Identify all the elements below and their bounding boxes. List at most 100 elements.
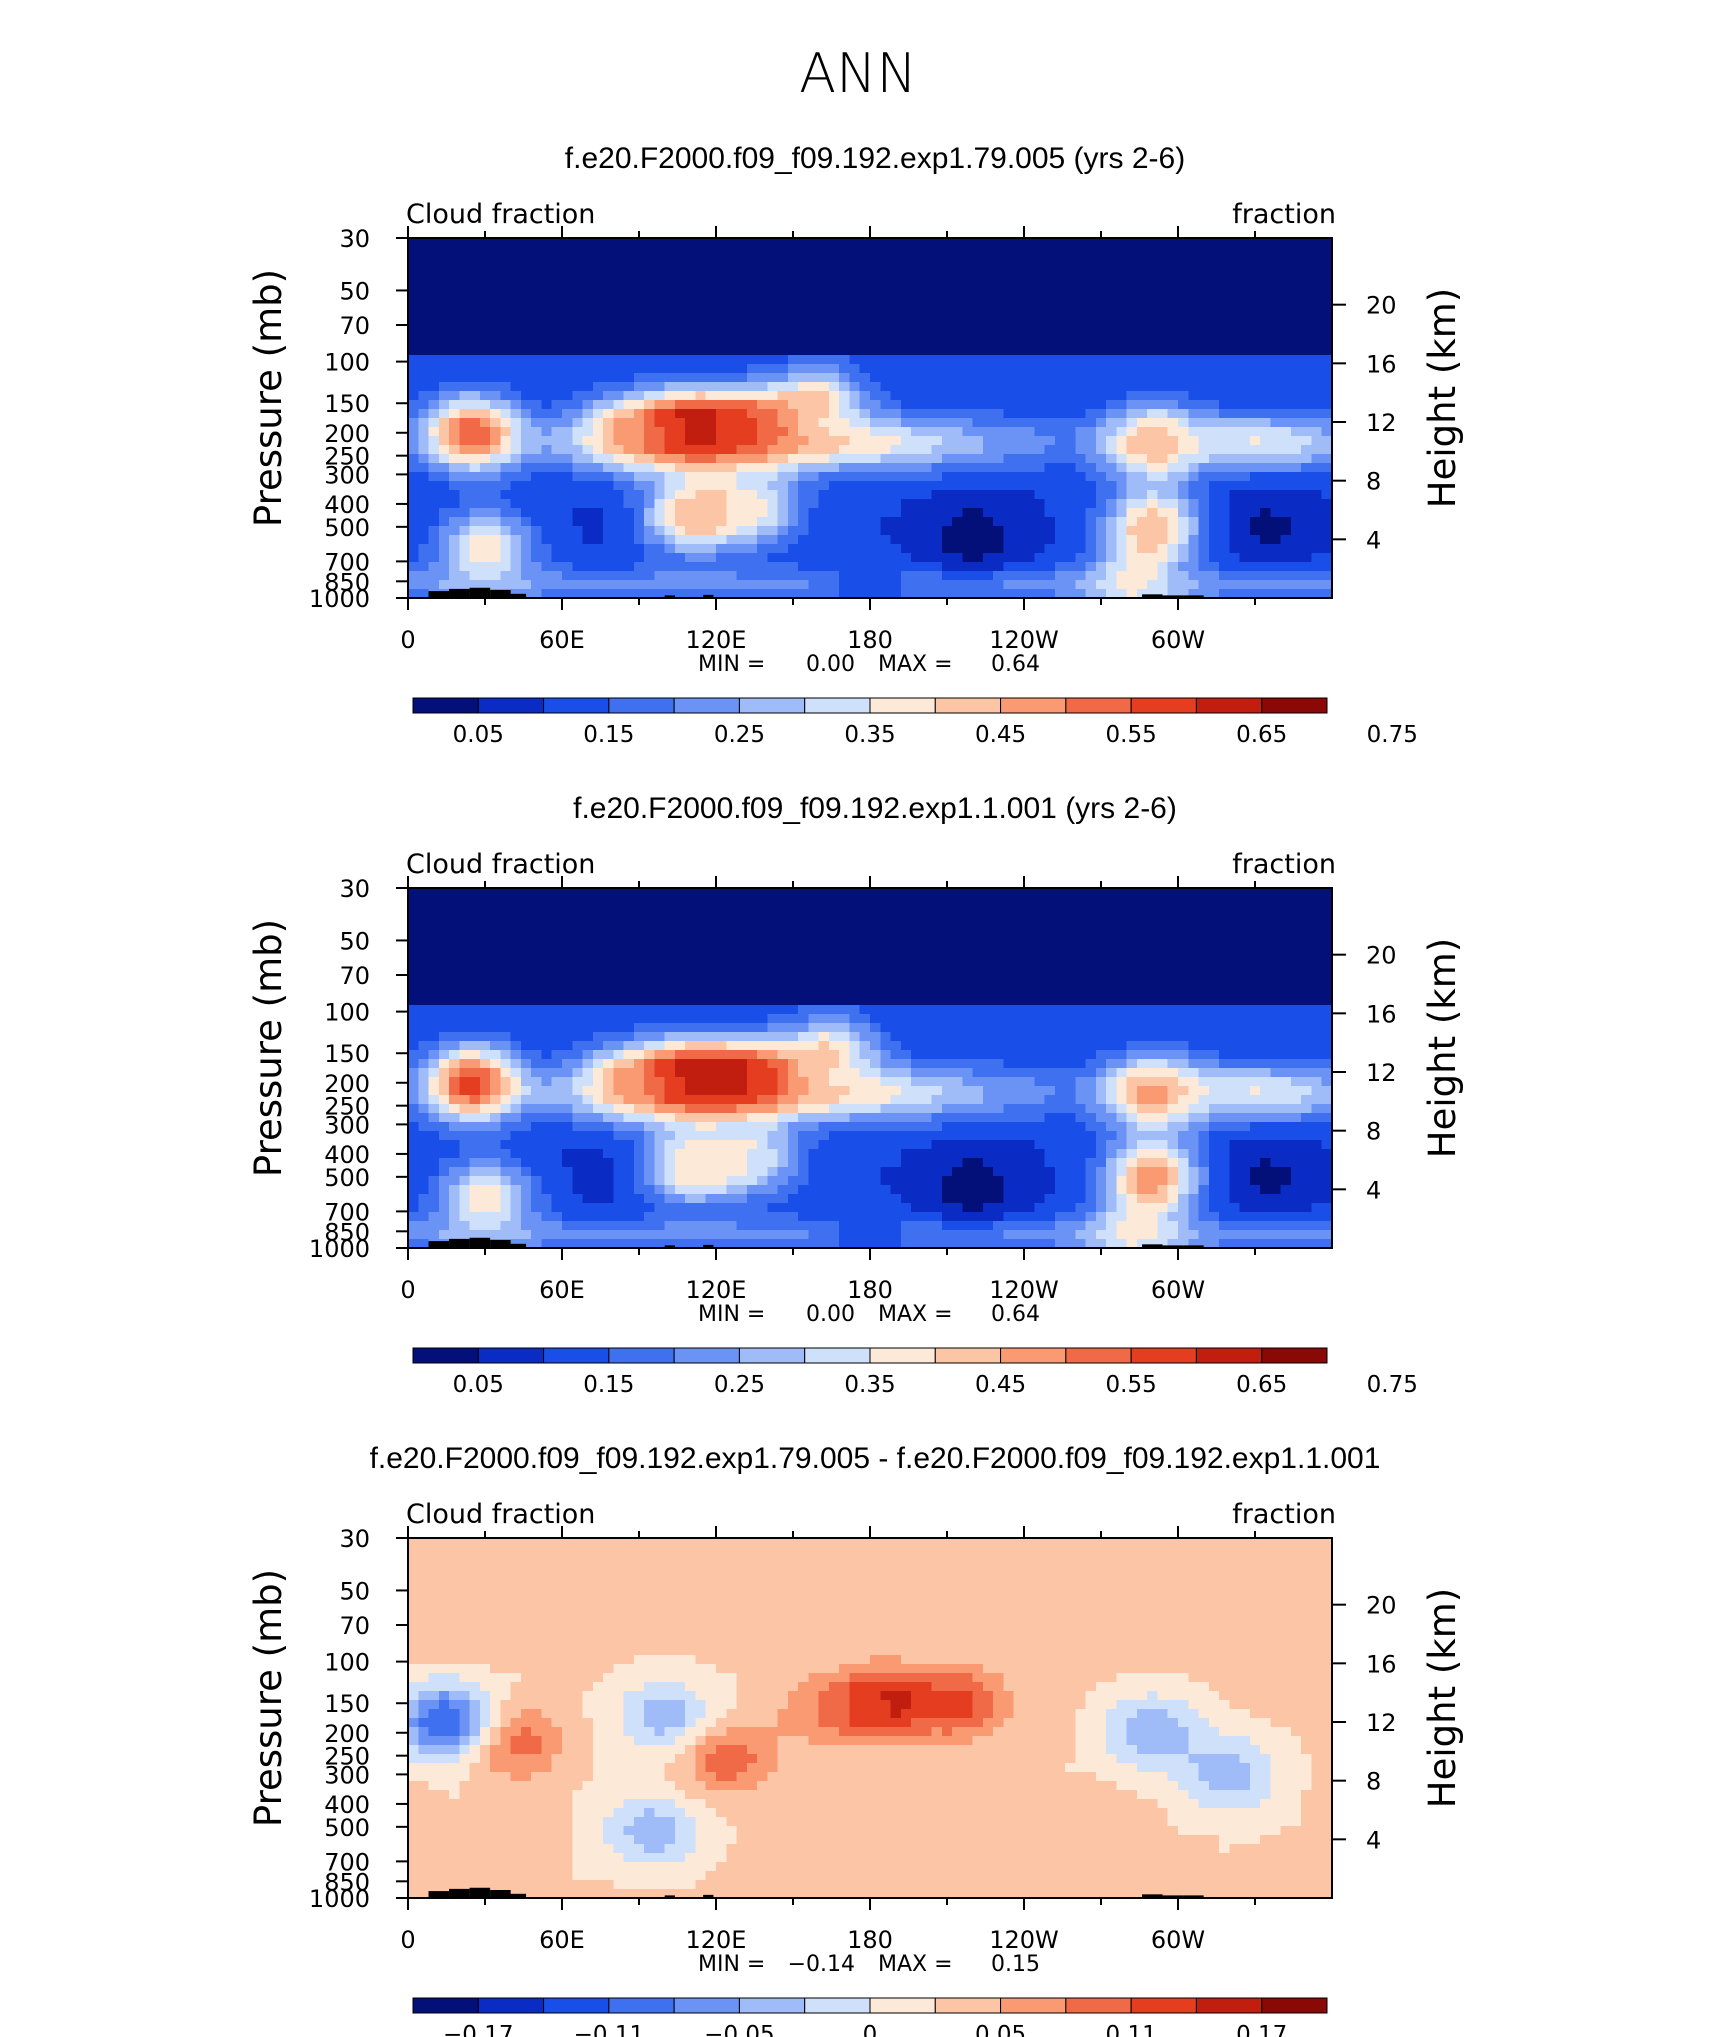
contour-cell xyxy=(1290,382,1302,392)
contour-cell xyxy=(541,400,553,410)
contour-cell xyxy=(572,472,584,482)
contour-cell xyxy=(1208,571,1220,581)
contour-cell xyxy=(757,346,768,356)
contour-cell xyxy=(1024,346,1035,356)
contour-cell xyxy=(1024,427,1035,437)
contour-cell xyxy=(510,310,522,320)
contour-cell xyxy=(592,942,604,952)
contour-cell xyxy=(695,499,707,509)
contour-cell xyxy=(1075,535,1087,545)
contour-cell xyxy=(890,247,902,257)
contour-cell xyxy=(993,409,1005,419)
contour-cell xyxy=(1044,400,1056,410)
contour-cell xyxy=(993,364,1005,374)
contour-cell xyxy=(1106,328,1117,338)
contour-cell xyxy=(562,364,573,374)
contour-cell xyxy=(890,472,902,482)
contour-cell xyxy=(1208,553,1220,563)
contour-cell xyxy=(510,418,522,428)
contour-cell xyxy=(777,283,789,293)
contour-cell xyxy=(849,996,861,1006)
contour-cell xyxy=(798,319,809,329)
contour-cell xyxy=(736,265,748,275)
contour-cell xyxy=(449,382,460,392)
contour-cell xyxy=(1147,427,1159,437)
contour-cell xyxy=(859,283,871,293)
contour-cell xyxy=(1044,256,1056,266)
contour-cell xyxy=(870,978,881,988)
contour-cell xyxy=(1065,499,1076,509)
contour-cell xyxy=(1311,888,1323,898)
contour-cell xyxy=(962,400,974,410)
contour-cell xyxy=(757,454,768,464)
contour-cell xyxy=(952,472,963,482)
contour-cell xyxy=(952,915,963,925)
contour-cell xyxy=(1095,499,1107,509)
contour-cell xyxy=(1085,265,1097,275)
contour-cell xyxy=(1239,906,1251,916)
contour-cell xyxy=(1147,924,1159,934)
contour-cell xyxy=(931,915,943,925)
contour-cell xyxy=(1106,418,1117,428)
contour-cell xyxy=(428,400,440,410)
contour-cell xyxy=(531,454,543,464)
contour-cell xyxy=(787,418,799,428)
contour-cell xyxy=(592,960,604,970)
contour-cell xyxy=(1147,571,1159,581)
contour-cell xyxy=(623,499,635,509)
contour-cell xyxy=(767,445,779,455)
contour-cell xyxy=(479,283,491,293)
contour-cell xyxy=(1321,906,1333,916)
contour-cell xyxy=(490,310,501,320)
contour-cell xyxy=(644,355,655,365)
contour-cell xyxy=(1095,436,1107,446)
contour-cell xyxy=(1054,463,1066,473)
contour-cell xyxy=(808,987,820,997)
contour-cell xyxy=(582,364,594,374)
contour-cell xyxy=(1290,481,1302,491)
contour-cell xyxy=(808,445,820,455)
contour-cell xyxy=(633,472,645,482)
contour-cell xyxy=(1054,337,1066,347)
contour-cell xyxy=(1198,544,1210,554)
contour-cell xyxy=(500,499,512,509)
contour-cell xyxy=(1034,238,1046,248)
contour-cell xyxy=(469,562,481,572)
contour-cell xyxy=(510,472,522,482)
contour-cell xyxy=(1157,409,1169,419)
contour-cell xyxy=(479,337,491,347)
contour-cell xyxy=(705,580,717,590)
contour-cell xyxy=(551,589,563,599)
contour-cell xyxy=(418,933,430,943)
contour-cell xyxy=(746,562,758,572)
contour-cell xyxy=(685,942,697,952)
contour-cell xyxy=(1054,942,1066,952)
contour-cell xyxy=(1085,960,1097,970)
contour-cell xyxy=(674,897,686,907)
contour-cell xyxy=(469,580,481,590)
contour-cell xyxy=(438,256,450,266)
contour-cell xyxy=(644,960,655,970)
contour-cell xyxy=(767,535,779,545)
contour-cell xyxy=(603,499,614,509)
contour-cell xyxy=(993,481,1005,491)
x-tick-label: 0 xyxy=(400,626,415,654)
y-tick-label: 500 xyxy=(324,514,370,542)
contour-cell xyxy=(613,508,625,518)
contour-cell xyxy=(613,481,625,491)
contour-cell xyxy=(931,409,943,419)
contour-cell xyxy=(880,292,892,302)
contour-cell xyxy=(459,238,471,248)
contour-cell xyxy=(941,472,953,482)
contour-cell xyxy=(859,373,871,383)
contour-cell xyxy=(1198,427,1210,437)
contour-cell xyxy=(674,436,686,446)
contour-field xyxy=(408,238,1333,599)
contour-cell xyxy=(890,924,902,934)
contour-cell xyxy=(1147,463,1159,473)
contour-cell xyxy=(1034,906,1046,916)
contour-cell xyxy=(1219,951,1230,961)
contour-cell xyxy=(603,400,614,410)
contour-cell xyxy=(562,427,573,437)
contour-cell xyxy=(1095,897,1107,907)
